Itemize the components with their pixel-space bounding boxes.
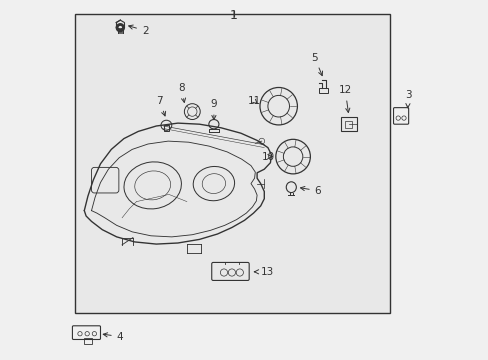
Bar <box>83 338 92 344</box>
Text: 11: 11 <box>247 96 260 106</box>
Text: 1: 1 <box>229 9 237 22</box>
Text: 7: 7 <box>156 96 165 116</box>
Text: 10: 10 <box>262 152 275 162</box>
Text: 2: 2 <box>128 25 148 36</box>
Text: 5: 5 <box>311 53 322 76</box>
Text: 12: 12 <box>338 85 351 112</box>
Bar <box>318 88 327 93</box>
Bar <box>344 121 352 128</box>
Bar <box>75 14 389 313</box>
Bar <box>163 125 169 131</box>
Text: 6: 6 <box>300 186 321 196</box>
Text: 13: 13 <box>254 267 273 277</box>
Text: 3: 3 <box>404 90 411 108</box>
Text: 9: 9 <box>210 99 217 120</box>
Text: 8: 8 <box>178 83 185 102</box>
Text: 4: 4 <box>103 332 123 342</box>
Bar <box>340 117 356 131</box>
